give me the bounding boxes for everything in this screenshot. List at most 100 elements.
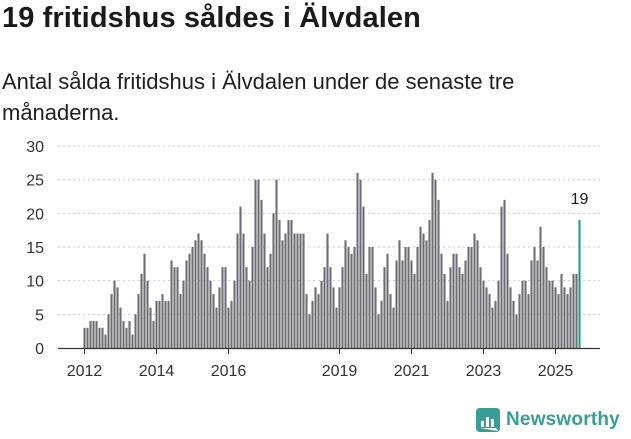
bar <box>227 307 230 348</box>
bar <box>416 247 419 348</box>
bar <box>131 334 134 348</box>
bar <box>353 247 356 348</box>
bar <box>185 260 188 348</box>
y-tick-label: 25 <box>26 173 44 190</box>
bar <box>275 179 278 348</box>
bar <box>317 294 320 348</box>
bar <box>482 280 485 348</box>
bar <box>233 280 236 348</box>
bar <box>497 280 500 348</box>
bar <box>125 327 128 348</box>
bar <box>242 233 245 348</box>
bar <box>329 267 332 348</box>
bar <box>446 300 449 348</box>
bar <box>179 294 182 348</box>
bar <box>95 321 98 348</box>
bar <box>404 247 407 348</box>
bar <box>500 206 503 348</box>
bar <box>149 307 152 348</box>
bar <box>359 179 362 348</box>
bar <box>413 273 416 348</box>
bar <box>152 321 155 348</box>
newsworthy-logo-icon <box>476 408 500 432</box>
bar <box>218 287 221 348</box>
bar <box>320 280 323 348</box>
bar <box>506 253 509 348</box>
bar <box>434 179 437 348</box>
bar <box>158 300 161 348</box>
brand-name: Newsworthy <box>506 409 620 430</box>
bar <box>536 260 539 348</box>
x-tick-label: 2012 <box>67 363 103 380</box>
x-tick-label: 2021 <box>394 363 430 380</box>
bar <box>476 240 479 348</box>
bar <box>296 233 299 348</box>
bar <box>194 240 197 348</box>
bar <box>530 260 533 348</box>
bar <box>215 307 218 348</box>
bar <box>518 294 521 348</box>
bar-highlight <box>578 220 581 348</box>
y-tick-label: 10 <box>26 274 44 291</box>
bar <box>293 233 296 348</box>
x-tick-label: 2019 <box>322 363 358 380</box>
bar <box>254 179 257 348</box>
bar <box>128 321 131 348</box>
bar <box>527 294 530 348</box>
bar <box>272 213 275 348</box>
bar <box>305 294 308 348</box>
bar <box>119 307 122 348</box>
bar <box>512 300 515 348</box>
chart-subtitle: Antal sålda fritidshus i Älvdalen under … <box>2 69 515 125</box>
bar <box>473 233 476 348</box>
bar <box>407 247 410 348</box>
bar <box>236 233 239 348</box>
bar <box>452 253 455 348</box>
highlight-value-label: 19 <box>571 191 589 208</box>
bar <box>107 314 110 348</box>
bar <box>347 247 350 348</box>
bar <box>287 220 290 348</box>
y-tick-label: 5 <box>35 307 44 324</box>
bar <box>251 247 254 348</box>
bar <box>191 247 194 348</box>
bar <box>458 267 461 348</box>
bar <box>209 280 212 348</box>
bar <box>524 280 527 348</box>
bar <box>389 294 392 348</box>
bar <box>173 267 176 348</box>
bar <box>302 233 305 348</box>
bar <box>110 294 113 348</box>
bar <box>338 287 341 348</box>
bar <box>443 273 446 348</box>
y-tick-label: 15 <box>26 240 44 257</box>
bar <box>221 267 224 348</box>
bar <box>485 287 488 348</box>
bar <box>431 172 434 348</box>
bar <box>203 253 206 348</box>
bar <box>164 300 167 348</box>
bar <box>392 307 395 348</box>
bar <box>539 226 542 348</box>
bar <box>212 294 215 348</box>
bar <box>371 247 374 348</box>
bar <box>140 273 143 348</box>
bar <box>374 287 377 348</box>
bar <box>569 287 572 348</box>
bar <box>401 260 404 348</box>
bar <box>494 300 497 348</box>
bar <box>245 267 248 348</box>
bar <box>314 287 317 348</box>
bar <box>308 314 311 348</box>
bar <box>422 233 425 348</box>
bar <box>182 280 185 348</box>
bar <box>509 287 512 348</box>
bar <box>167 300 170 348</box>
bar <box>542 247 545 348</box>
bar <box>383 267 386 348</box>
x-tick-label: 2014 <box>139 363 175 380</box>
x-tick-label: 2023 <box>466 363 502 380</box>
x-tick-label: 2016 <box>211 363 247 380</box>
bar <box>335 307 338 348</box>
bar <box>161 294 164 348</box>
